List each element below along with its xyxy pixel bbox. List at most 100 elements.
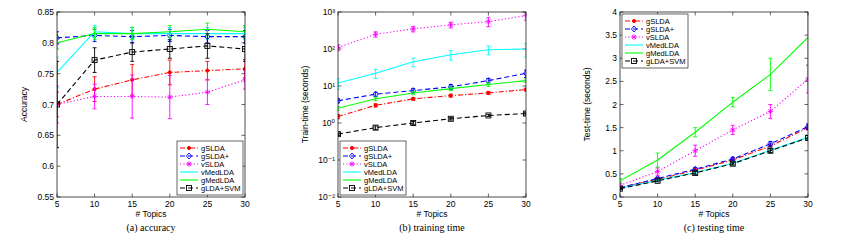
x-tick <box>169 194 170 198</box>
error-bar <box>656 180 660 182</box>
error-bar <box>656 168 660 175</box>
y-tick-right <box>805 104 809 105</box>
y-tick-right <box>805 150 809 151</box>
caption: (c) testing time <box>684 222 745 234</box>
series-line <box>338 114 526 135</box>
error-bar <box>486 46 490 55</box>
y-tick <box>57 166 61 167</box>
error-bar <box>205 34 209 59</box>
y-tick-label: 10⁰ <box>322 118 335 128</box>
legend: gSLDAgSLDA+vSLDAvMedLDAgMedLDAgLDA+SVM <box>622 14 688 68</box>
marker <box>693 170 698 175</box>
marker <box>730 127 736 133</box>
x-tick-label: 15 <box>690 199 700 209</box>
error-bar <box>93 27 97 39</box>
legend-swatch <box>625 52 643 53</box>
y-axis-label: Test-time (seconds) <box>582 67 592 141</box>
y-tick-label: 3 <box>612 53 617 63</box>
x-tick <box>488 194 489 198</box>
marker <box>448 22 454 28</box>
error-bar <box>768 149 772 153</box>
x-tick-top <box>207 12 208 16</box>
y-tick-right <box>805 173 809 174</box>
y-tick <box>620 127 624 128</box>
y-tick-label: 10⁻¹ <box>318 155 335 165</box>
marker <box>338 98 341 104</box>
marker <box>806 135 809 140</box>
marker <box>448 116 453 121</box>
y-tick <box>338 86 342 87</box>
y-tick-label: 1 <box>612 146 617 156</box>
series-line <box>57 69 245 105</box>
x-tick-label: 10 <box>90 199 100 209</box>
panel: 5101520253000.511.522.533.54# TopicsTest… <box>582 7 813 234</box>
x-tick-top <box>732 12 733 16</box>
legend-swatch <box>625 44 643 45</box>
y-axis-label: Accuracy <box>19 86 29 122</box>
marker <box>130 50 135 55</box>
marker <box>187 186 192 191</box>
error-bar <box>449 51 453 60</box>
error-bar <box>731 125 735 134</box>
y-tick-label: 0.75 <box>37 69 54 79</box>
error-bar <box>374 92 378 96</box>
series-line <box>57 80 245 105</box>
legend-swatch <box>180 171 198 172</box>
marker <box>768 109 774 115</box>
data-area <box>57 23 245 148</box>
series-line <box>620 79 808 185</box>
x-tick-label: 30 <box>240 199 250 209</box>
series-line <box>338 16 526 48</box>
marker <box>487 91 490 94</box>
marker <box>486 19 492 25</box>
legend-swatch <box>180 187 198 188</box>
y-tick-right <box>523 86 527 87</box>
x-tick-top <box>375 12 376 16</box>
plot-frame <box>338 12 526 197</box>
y-tick-label: 4 <box>612 7 617 17</box>
x-tick <box>450 194 451 198</box>
error-bar <box>93 84 97 109</box>
series-line <box>338 73 526 100</box>
x-tick-top <box>450 12 451 16</box>
error-bar <box>693 128 697 137</box>
legend-swatch <box>343 179 361 180</box>
error-bar <box>168 40 172 59</box>
marker <box>168 71 171 74</box>
marker <box>632 59 637 64</box>
marker <box>805 124 808 130</box>
legend-swatch <box>625 28 643 29</box>
y-tick-label: 0.7 <box>42 100 54 110</box>
x-axis-label: # Topics <box>698 209 729 219</box>
series-line <box>620 37 808 180</box>
error-bar <box>486 83 490 87</box>
error-bar <box>93 48 97 73</box>
y-tick-label: 3.5 <box>605 30 617 40</box>
x-tick <box>732 194 733 198</box>
x-tick-label: 25 <box>203 199 213 209</box>
y-tick-label: 0.65 <box>37 130 54 140</box>
marker <box>205 89 211 95</box>
x-tick-top <box>488 12 489 16</box>
y-tick <box>57 135 61 136</box>
error-bar <box>693 145 697 156</box>
error-bar <box>768 105 772 119</box>
marker <box>449 94 452 97</box>
legend-swatch <box>343 155 361 156</box>
error-bar <box>411 97 415 100</box>
legend-swatch <box>625 60 643 61</box>
x-tick <box>132 194 133 198</box>
plot-frame <box>57 12 245 197</box>
caption: (a) accuracy <box>126 222 175 234</box>
figure: 510152025300.550.60.650.70.750.80.85# To… <box>0 0 852 236</box>
marker <box>620 186 623 191</box>
legend-label: gLDA+SVM <box>201 184 240 193</box>
y-tick-label: 2 <box>612 100 617 110</box>
marker <box>655 169 661 175</box>
x-tick-top <box>695 12 696 16</box>
y-tick <box>57 73 61 74</box>
x-tick <box>695 194 696 198</box>
legend-swatch <box>180 155 198 156</box>
error-bar <box>486 92 490 95</box>
y-tick-label: 1.5 <box>605 123 617 133</box>
